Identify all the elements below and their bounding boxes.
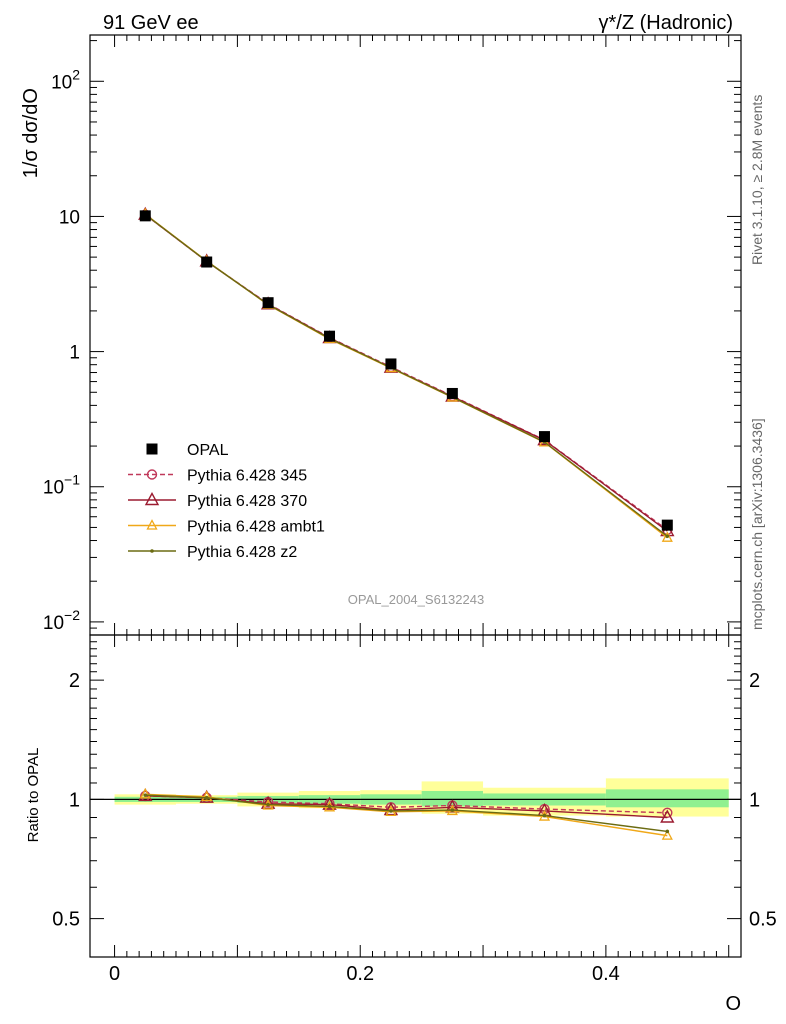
data-point-ambt1: [201, 790, 213, 801]
data-point-opal: [446, 387, 458, 399]
y-tick-label: 10−2: [43, 607, 80, 634]
ratio-y-tick-label-right: 1: [749, 789, 760, 811]
y-tick-label-base: 10: [51, 72, 72, 93]
data-point-ambt1: [661, 531, 673, 542]
x-tick-label: 0: [109, 963, 120, 985]
legend-marker-p370: [144, 492, 160, 506]
legend: OPAL Pythia 6.428 345 Pythia 6.428 370 Pyth…: [128, 442, 325, 561]
data-point-z2: [389, 809, 393, 813]
data-point-opal: [538, 431, 550, 443]
ratio-panel: 0 0.2 0.4 0.5 0.5 1 1 2 2: [52, 634, 777, 985]
y-tick-label: 102: [51, 66, 80, 93]
main-y-axis-label: 1/σ dσ/dO: [20, 88, 42, 178]
ratio-frame: [89, 634, 742, 958]
data-point-z2: [542, 813, 547, 818]
data-point-z2: [266, 802, 270, 807]
data-point-p370: [322, 796, 337, 810]
y-tick-label-exponent: 2: [72, 66, 80, 82]
ratio-y-axis-label: Ratio to OPAL: [25, 748, 42, 843]
ratio-y-tick-label-left: 0.5: [52, 909, 80, 931]
rivet-version-label: Rivet 3.1.10, ≥ 2.8M events: [749, 95, 765, 265]
legend-label-p345: Pythia 6.428 345: [187, 468, 307, 485]
legend-label-ambt1: Pythia 6.428 ambt1: [187, 519, 325, 536]
series-line-p345: [145, 795, 668, 814]
series-line-z2: [145, 794, 668, 833]
series-line-z2: [144, 213, 668, 537]
legend-label-opal: OPAL: [187, 442, 229, 459]
legend-marker-p345: [146, 469, 158, 480]
y-tick-label-exponent: −2: [64, 607, 80, 623]
x-tick-label: 0.4: [592, 963, 620, 985]
y-tick-label: 10: [59, 207, 80, 228]
legend-label-z2: Pythia 6.428 z2: [187, 544, 297, 561]
data-point-ambt1: [139, 787, 151, 799]
ratio-y-tick-label-left: 2: [69, 670, 80, 692]
analysis-watermark: OPAL_2004_S6132243: [348, 592, 484, 607]
left-title: 91 GeV ee: [103, 12, 199, 34]
data-point-z2: [665, 534, 670, 539]
y-tick-label: 1: [69, 343, 80, 364]
ratio-y-tick-label-left: 1: [69, 789, 80, 811]
uncertainty-band-inner: [605, 789, 729, 808]
data-point-z2: [327, 804, 332, 809]
data-point-opal: [262, 297, 274, 309]
x-axis-label: O: [725, 993, 741, 1015]
data-point-p370: [383, 802, 399, 816]
data-point-z2: [665, 829, 670, 834]
legend-marker-ambt1: [146, 519, 158, 530]
data-point-z2: [450, 808, 455, 812]
data-point-opal: [324, 330, 336, 342]
right-title: γ*/Z (Hadronic): [599, 12, 733, 34]
mcplots-label: mcplots.cern.ch [arXiv:1306.3436]: [749, 418, 765, 630]
ratio-y-tick-label-right: 2: [749, 670, 760, 692]
ratio-y-tick-label-right: 0.5: [749, 909, 777, 931]
data-point-ambt1: [661, 829, 673, 840]
y-tick-label-exponent: −1: [64, 472, 80, 488]
data-point-opal: [385, 358, 397, 370]
data-point-opal: [139, 210, 151, 222]
x-tick-label: 0.2: [346, 963, 374, 985]
data-point-p370: [260, 795, 276, 809]
y-tick-label-base: 10: [43, 613, 64, 634]
series-line-ambt1: [144, 213, 668, 539]
y-tick-label: 10−1: [43, 472, 80, 499]
uncertainty-band-inner: [421, 790, 484, 807]
data-point-opal: [201, 256, 213, 268]
data-point-opal: [661, 519, 673, 531]
legend-marker-z2: [150, 549, 154, 553]
legend-marker-opal: [146, 443, 158, 455]
y-tick-label-base: 10: [43, 478, 64, 499]
data-point-z2: [143, 793, 148, 797]
data-point-p370: [660, 809, 675, 823]
data-point-z2: [204, 795, 209, 800]
legend-label-p370: Pythia 6.428 370: [187, 493, 307, 510]
